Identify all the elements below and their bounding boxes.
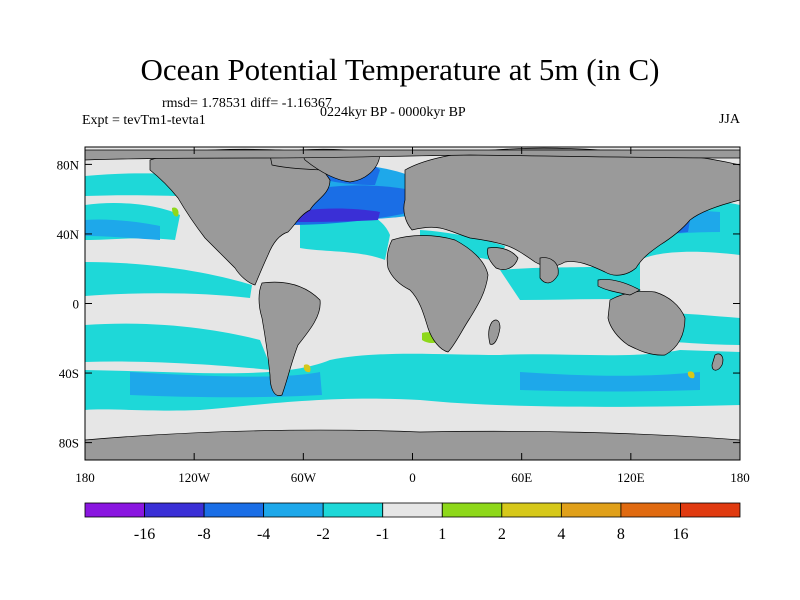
colorbar-swatch-4 [322, 502, 384, 518]
colorbar-label-3: -2 [317, 526, 330, 543]
northeast-pacific-sky [85, 219, 160, 240]
latitude-axis: 80N 40N 0 40S 80S [57, 157, 740, 451]
experiment-label: Expt = tevTm1-tevta1 [82, 113, 206, 128]
colorbar-label-8: 8 [617, 526, 625, 543]
longitude-axis: 180 120W 60W 0 60E 120E 180 [75, 147, 750, 485]
arctic-ice [85, 149, 740, 161]
india [539, 257, 559, 284]
equatorial-pacific-band [85, 262, 252, 298]
indonesia [597, 279, 641, 296]
arabian-peninsula [487, 247, 519, 270]
colorbar: -16 -8 -4 -2 -1 1 2 4 8 16 [84, 502, 741, 543]
africa [386, 235, 489, 353]
lat-tick-label-2: 0 [73, 297, 80, 312]
period-label: 0224kyr BP - 0000kyr BP [320, 105, 466, 120]
lat-tick-label-3: 40S [59, 366, 79, 381]
land-masses [85, 147, 740, 460]
lon-tick-label-1: 120W [178, 470, 211, 485]
colorbar-swatch-0 [84, 502, 145, 518]
colorbar-swatch-3 [263, 502, 324, 518]
antarctica [85, 429, 740, 460]
colorbar-swatch-10 [680, 502, 741, 518]
tasman-yellow [687, 371, 695, 379]
colorbar-label-6: 2 [498, 526, 506, 543]
season-label: JJA [718, 112, 740, 127]
plot-title: Ocean Potential Temperature at 5m (in C) [140, 52, 660, 87]
south-pacific-band [85, 323, 272, 370]
lon-tick-label-5: 120E [617, 470, 645, 485]
lon-tick-label-6: 180 [730, 470, 750, 485]
colorbar-swatch-5 [382, 502, 443, 518]
lon-tick-label-4: 60E [511, 470, 532, 485]
argentina-yellow [303, 364, 311, 373]
colorbar-label-4: -1 [376, 526, 389, 543]
lat-tick-label-1: 40N [57, 227, 80, 242]
colorbar-label-2: -4 [257, 526, 270, 543]
pacific-green [172, 207, 179, 217]
lon-tick-label-0: 180 [75, 470, 95, 485]
colorbar-label-9: 16 [672, 526, 688, 543]
southern-indian-sky [520, 372, 700, 392]
map-area [85, 147, 740, 460]
lon-tick-label-2: 60W [291, 470, 317, 485]
colorbar-swatch-6 [441, 502, 503, 518]
lat-tick-label-0: 80N [57, 157, 80, 172]
madagascar [488, 319, 501, 345]
rmsd-diff-stats: rmsd= 1.78531 diff= -1.16367 [162, 96, 332, 111]
colorbar-swatch-1 [144, 502, 205, 518]
colorbar-label-5: 1 [438, 526, 446, 543]
colorbar-label-7: 4 [557, 526, 565, 543]
lat-tick-label-4: 80S [59, 436, 79, 451]
australia [607, 290, 686, 356]
colorbar-swatch-8 [560, 502, 622, 518]
south-america [258, 281, 321, 396]
colorbar-label-1: -8 [197, 526, 210, 543]
colorbar-swatch-7 [501, 502, 562, 518]
colorbar-label-0: -16 [134, 526, 155, 543]
colorbar-swatch-2 [203, 502, 265, 518]
colorbar-swatch-9 [620, 502, 681, 518]
new-zealand [711, 353, 724, 371]
lon-tick-label-3: 0 [409, 470, 416, 485]
